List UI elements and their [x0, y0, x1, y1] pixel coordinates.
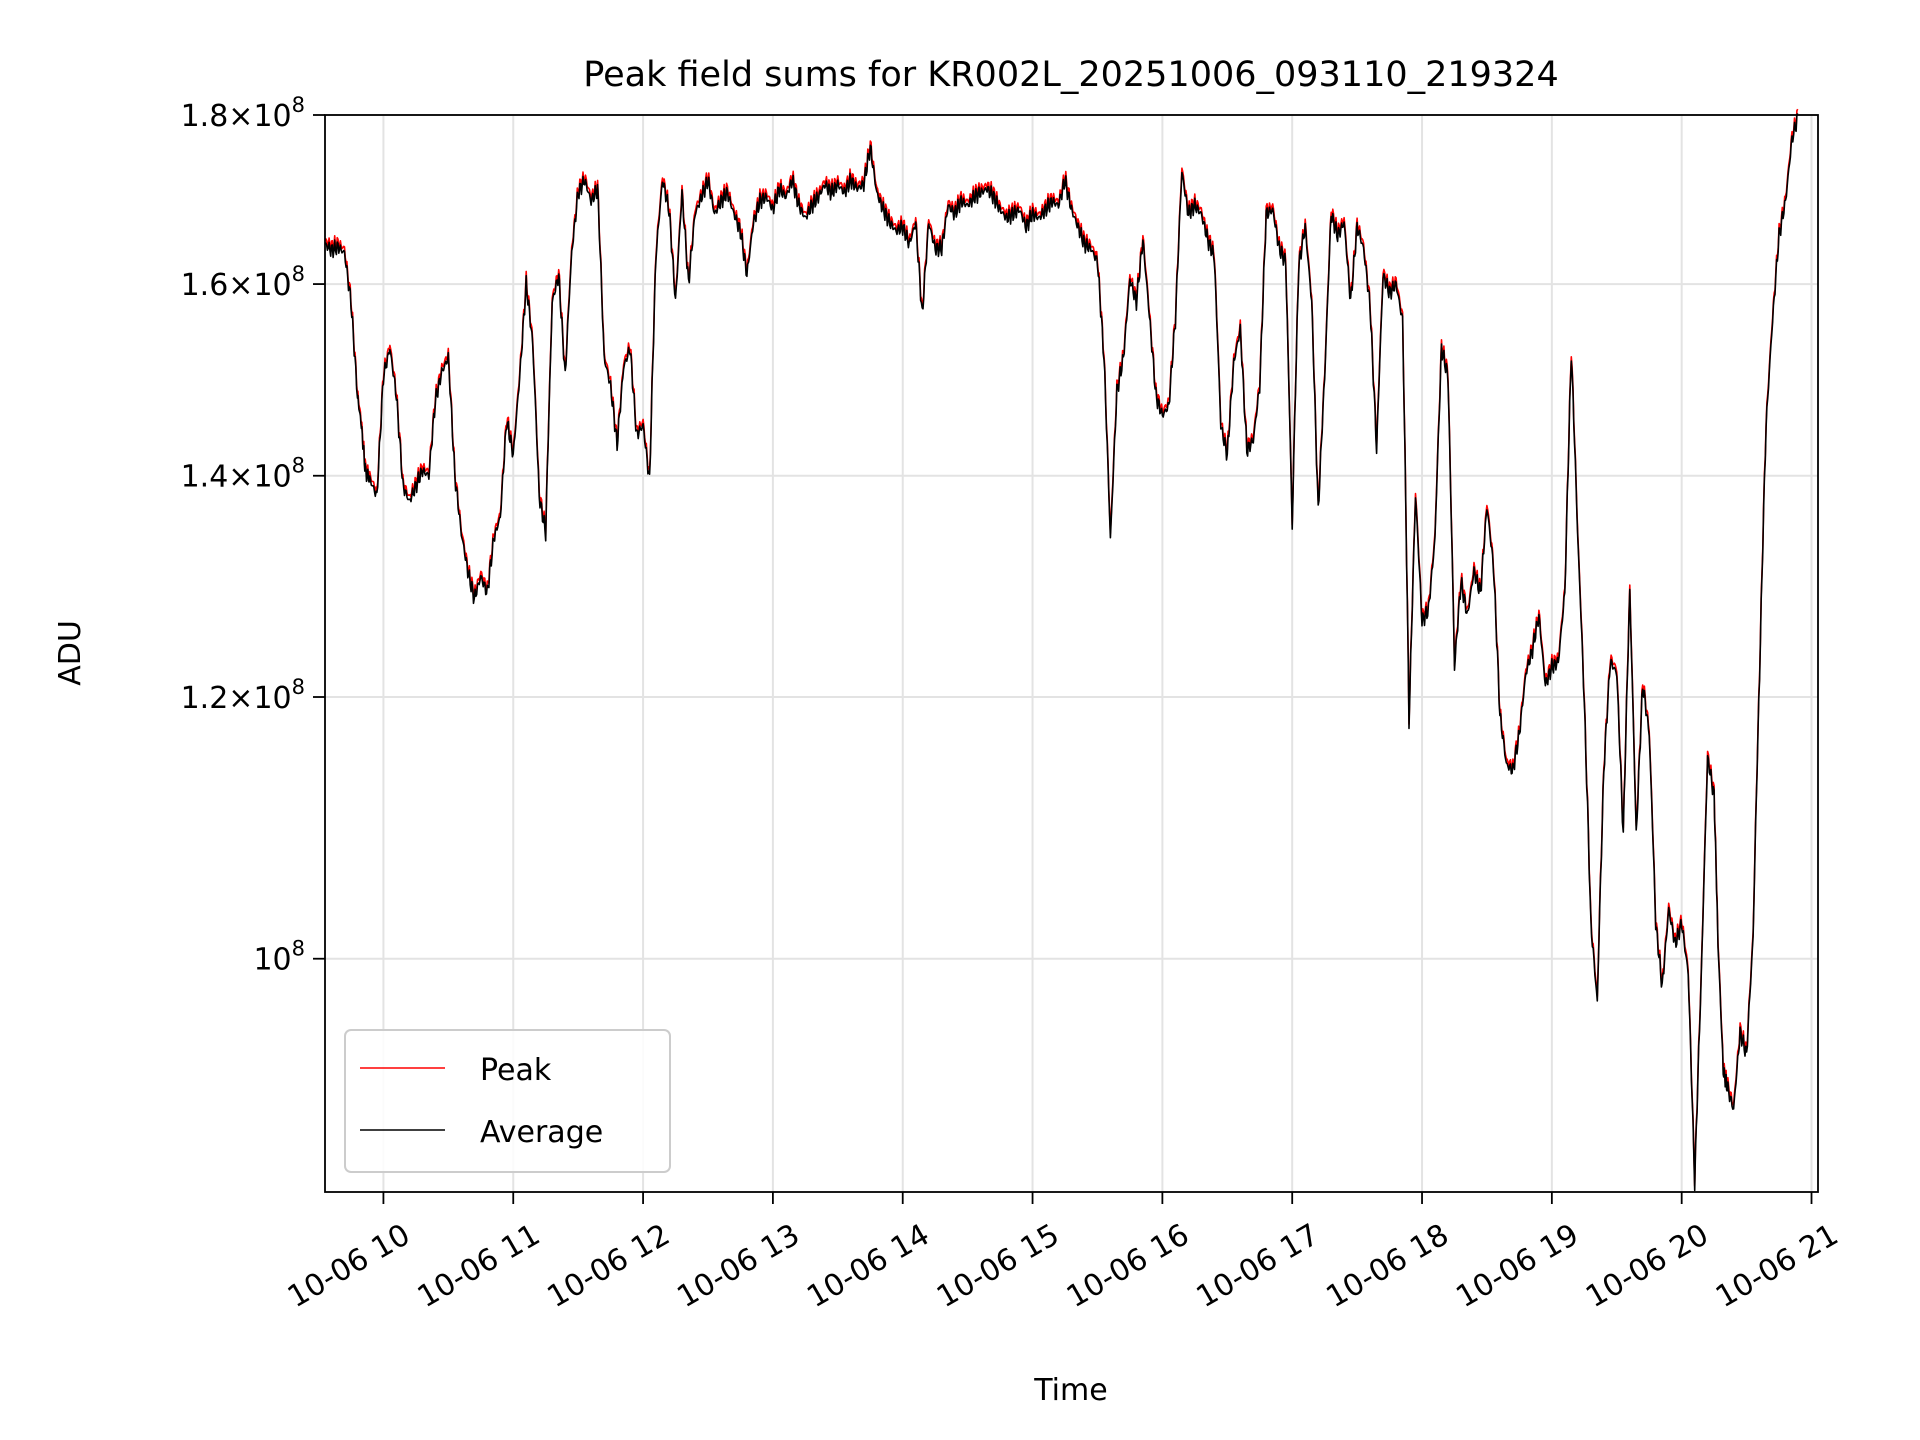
- legend-box: [344, 1029, 671, 1173]
- plot-frame: [324, 114, 1819, 1193]
- series-line-average: [324, 113, 1799, 1192]
- y-tick-label-0: 108: [253, 937, 305, 978]
- legend: Peak Average: [344, 1029, 671, 1173]
- y-tick-label-3: 1.6×108: [181, 262, 305, 303]
- x-axis-label: Time: [1033, 1373, 1107, 1408]
- plot-area: [325, 115, 1818, 1192]
- y-tick-label-1: 1.2×108: [181, 675, 305, 716]
- y-axis-label: ADU: [53, 620, 88, 686]
- series-group: [324, 108, 1799, 1192]
- legend-peak-label: Peak: [480, 1053, 552, 1088]
- legend-average-label: Average: [480, 1115, 603, 1150]
- chart-title: Peak field sums for KR002L_20251006_0931…: [583, 55, 1558, 95]
- y-tick-label-2: 1.4×108: [181, 454, 305, 495]
- y-tick-label-4: 1.8×108: [181, 93, 305, 134]
